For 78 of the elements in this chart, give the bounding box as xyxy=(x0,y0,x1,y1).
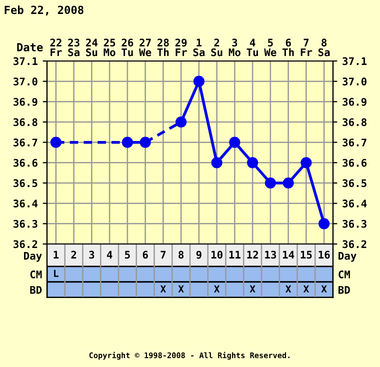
x-axis-title: Day xyxy=(24,252,42,262)
point xyxy=(176,116,187,128)
y2-tick-label: 36.5 xyxy=(342,179,366,188)
x-tick-label: 16 xyxy=(318,250,330,259)
x-tick-label: 10 xyxy=(212,250,222,259)
y2-tick-label: 37.1 xyxy=(342,57,367,66)
text: X xyxy=(250,285,256,292)
chart-title: Feb 22, 2008 xyxy=(4,6,84,16)
x-tick-label: 5 xyxy=(125,250,130,259)
x-tick-label: 11 xyxy=(229,250,240,259)
point xyxy=(229,136,240,148)
y-tick-label: CM xyxy=(30,270,42,278)
x-axis-title: Date xyxy=(17,43,43,52)
x-tick-label: 3 xyxy=(89,250,94,259)
y-tick-label: 36.3 xyxy=(14,220,38,228)
y2-tick-label: 36.4 xyxy=(342,200,367,208)
x-tick-label: 2 xyxy=(71,250,76,259)
x-tick-label: 6 Th xyxy=(282,38,294,56)
x-tick-label: 6 xyxy=(142,250,148,259)
x-tick-label: 22 Fr xyxy=(50,38,62,56)
x-tick-label: 8 Sa xyxy=(318,38,330,56)
text: Day xyxy=(338,252,356,262)
x-tick-label: 1 xyxy=(54,250,59,259)
y2-tick-label: 36.9 xyxy=(342,98,366,106)
x-tick-label: 7 Fr xyxy=(300,38,312,56)
point xyxy=(264,177,276,189)
text: X xyxy=(303,285,309,292)
y-tick-label: 36.7 xyxy=(14,138,38,146)
point xyxy=(247,157,258,168)
text: X xyxy=(286,285,292,292)
point xyxy=(211,157,222,168)
x-tick-label: 15 xyxy=(300,250,312,259)
x-tick-label: 7 xyxy=(160,250,166,259)
y2-tick-label: 36.8 xyxy=(342,118,366,126)
y-tick-label: 36.9 xyxy=(14,98,38,106)
y-tick-label: 36.5 xyxy=(14,179,38,188)
y2-tick-label: 36.2 xyxy=(342,240,366,248)
y2-tick-label: CM xyxy=(338,270,350,278)
x-tick-label: 12 xyxy=(247,250,258,259)
x-tick-label: 9 xyxy=(196,250,202,259)
y-tick-label: 36.4 xyxy=(14,200,38,208)
y-tick-label: 37.0 xyxy=(14,78,38,86)
x-tick-label: 2 Su xyxy=(211,38,222,56)
y-tick-label: BD xyxy=(30,286,42,294)
x-tick-label: 24 Su xyxy=(86,38,98,56)
x-tick-label: 14 xyxy=(283,250,294,259)
text: X xyxy=(214,285,220,292)
y2-tick-label: 36.6 xyxy=(342,158,367,167)
x-tick-label: 8 xyxy=(178,250,184,259)
y-tick-label: 36.2 xyxy=(14,240,38,248)
text: X xyxy=(178,285,184,292)
y-tick-label: 36.6 xyxy=(14,158,38,167)
y-tick-label: 37.1 xyxy=(14,57,38,66)
x-tick-label: 29 Fr xyxy=(175,38,187,56)
x-tick-label: 1 Sa xyxy=(193,38,205,56)
point xyxy=(300,157,312,168)
x-tick-label: 23 Sa xyxy=(68,38,80,56)
y2-tick-label: 37.0 xyxy=(342,78,366,86)
y-tick-label: 36.8 xyxy=(14,118,38,126)
text: L xyxy=(54,270,58,277)
point xyxy=(318,218,330,230)
y2-tick-label: BD xyxy=(338,286,350,294)
point xyxy=(282,177,294,189)
x-tick-label: 4 xyxy=(106,250,112,259)
point xyxy=(193,76,204,87)
x-tick-label: 13 xyxy=(265,250,276,259)
text: X xyxy=(160,285,166,292)
x-tick-label: 3 Mo xyxy=(228,38,240,56)
y2-tick-label: 36.3 xyxy=(342,220,366,228)
y2-tick-label: 36.7 xyxy=(342,138,366,146)
x-tick-label: 25 Mo xyxy=(104,38,116,56)
x-tick-label: 26 Tu xyxy=(122,38,134,56)
x-tick-label: 4 Tu xyxy=(246,38,258,56)
point xyxy=(122,136,133,148)
x-tick-label: 28 Th xyxy=(157,38,169,56)
text: X xyxy=(321,285,327,292)
x-tick-label: 27 We xyxy=(139,38,152,56)
x-tick-label: 5 We xyxy=(264,38,276,56)
